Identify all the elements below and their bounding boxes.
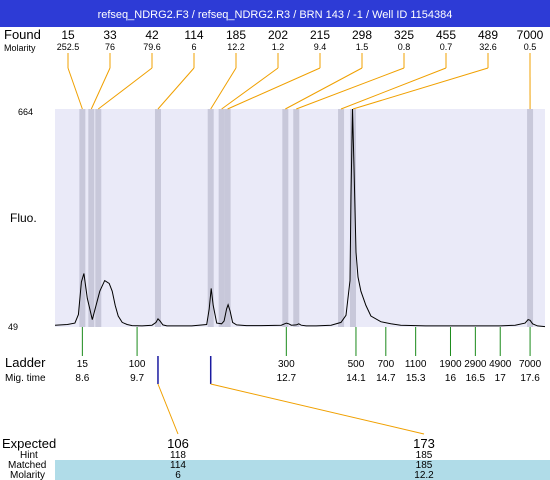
- matched-size: 185: [416, 460, 433, 471]
- expected-size: 106: [167, 436, 189, 451]
- matched-row-highlight: [55, 460, 550, 480]
- y-axis-label: Fluo.: [10, 211, 37, 225]
- electropherogram-trace: [54, 108, 546, 328]
- found-molarity: 79.6: [143, 42, 161, 52]
- found-molarity: 6: [191, 42, 196, 52]
- found-connector: [157, 67, 195, 110]
- found-connector: [340, 67, 447, 110]
- found-molarity: 0.5: [524, 42, 537, 52]
- found-size: 298: [352, 28, 372, 42]
- hint-size: 118: [170, 450, 186, 461]
- found-size: 325: [394, 28, 414, 42]
- found-connector: [352, 67, 489, 110]
- found-molarity: 0.8: [398, 42, 411, 52]
- found-size: 15: [61, 28, 75, 42]
- peak-band: [338, 109, 345, 327]
- matched-size: 114: [170, 460, 186, 471]
- peak-band: [282, 109, 289, 327]
- ladder-size: 1900: [439, 359, 462, 370]
- found-size: 33: [103, 28, 117, 42]
- found-size: 202: [268, 28, 288, 42]
- found-size: 489: [478, 28, 498, 42]
- expected-size: 173: [413, 436, 435, 451]
- ladder-mig-time: 14.7: [376, 373, 396, 384]
- plot-area: [55, 109, 545, 327]
- y-max-label: 664: [18, 107, 33, 117]
- peak-band: [224, 109, 231, 327]
- ladder-mig-time: 14.1: [346, 373, 366, 384]
- found-molarity: 1.5: [356, 42, 369, 52]
- found-size: 185: [226, 28, 246, 42]
- found-label: Found: [4, 27, 41, 42]
- found-connector: [210, 67, 237, 110]
- ladder-size: 15: [77, 359, 89, 370]
- molarity-row-label: Molarity: [10, 470, 45, 480]
- y-min-label: 49: [8, 322, 18, 332]
- ladder-size: 1100: [405, 359, 427, 370]
- matched-molarity: 6: [175, 470, 181, 480]
- ladder-size: 2900: [464, 359, 487, 370]
- expected-connector: [210, 383, 425, 435]
- peak-band: [349, 109, 356, 327]
- ladder-size: 7000: [519, 359, 542, 370]
- found-connector: [221, 67, 279, 110]
- ladder-mig-time: 16: [445, 373, 457, 384]
- expected-label: Expected: [2, 436, 56, 451]
- chart-title: refseq_NDRG2.F3 / refseq_NDRG2.R3 / BRN …: [98, 9, 453, 21]
- ladder-mig-time: 17.6: [520, 373, 540, 384]
- found-molarity: 9.4: [314, 42, 327, 52]
- ladder-mig-time: 9.7: [130, 373, 144, 384]
- ladder-mig-time: 16.5: [466, 373, 486, 384]
- ladder-size: 500: [348, 359, 365, 370]
- found-connector: [227, 67, 321, 110]
- matched-label: Matched: [8, 460, 46, 471]
- peak-band: [218, 109, 225, 327]
- ladder-size: 700: [377, 359, 394, 370]
- title-bar: [0, 0, 550, 27]
- found-size: 215: [310, 28, 330, 42]
- ladder-mig-time: 12.7: [277, 373, 297, 384]
- hint-size: 185: [416, 450, 433, 461]
- ladder-size: 4900: [489, 359, 512, 370]
- found-connector: [296, 67, 405, 110]
- found-molarity: 1.2: [272, 42, 285, 52]
- peak-band: [88, 109, 95, 327]
- found-molarity-label: Molarity: [4, 43, 36, 53]
- found-connector: [285, 67, 363, 110]
- found-molarity: 32.6: [479, 42, 497, 52]
- found-molarity: 76: [105, 42, 115, 52]
- found-size: 114: [184, 28, 203, 42]
- peak-band: [207, 109, 214, 327]
- found-molarity: 0.7: [440, 42, 453, 52]
- ladder-size: 300: [278, 359, 295, 370]
- ladder-label: Ladder: [5, 355, 46, 370]
- ladder-mig-time: 17: [495, 373, 507, 384]
- mig-time-label: Mig. time: [5, 373, 46, 384]
- found-molarity: 12.2: [227, 42, 245, 52]
- ladder-mig-time: 8.6: [75, 373, 89, 384]
- found-size: 42: [145, 28, 159, 42]
- peak-band: [95, 109, 102, 327]
- peak-band: [79, 109, 86, 327]
- peak-band: [293, 109, 300, 327]
- ladder-mig-time: 15.3: [406, 373, 426, 384]
- found-molarity: 252.5: [57, 42, 80, 52]
- peak-band: [527, 109, 534, 327]
- found-connector: [90, 67, 111, 110]
- peak-band: [154, 109, 161, 327]
- hint-label: Hint: [20, 450, 38, 461]
- matched-molarity: 12.2: [414, 470, 434, 480]
- ladder-size: 100: [129, 359, 146, 370]
- found-connector: [67, 67, 83, 110]
- found-size: 455: [436, 28, 456, 42]
- expected-connector: [157, 383, 179, 435]
- found-size: 7000: [517, 28, 544, 42]
- found-connector: [97, 67, 153, 110]
